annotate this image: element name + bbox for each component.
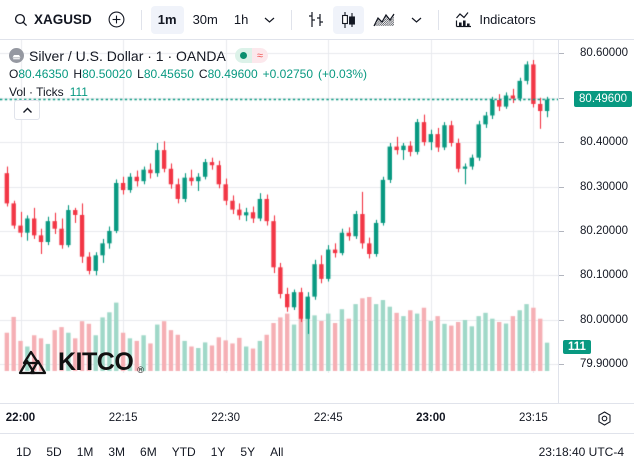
price-axis-tick xyxy=(559,142,564,144)
toolbar-divider-2 xyxy=(291,9,293,30)
range-button-ytd[interactable]: YTD xyxy=(166,442,202,462)
timeframe-label: 1m xyxy=(157,12,177,27)
range-button-1m[interactable]: 1M xyxy=(71,442,100,462)
chart-toolbar: XAGUSD 1m 30m 1h xyxy=(0,0,634,40)
time-axis-label: 22:00 xyxy=(5,412,36,424)
timeframe-1h-button[interactable]: 1h xyxy=(227,6,255,34)
indicators-label: Indicators xyxy=(479,12,536,27)
chart-footer: 1D 5D 1M 3M 6M YTD 1Y 5Y All 23:18:40 UTC-4 xyxy=(0,433,634,469)
chart-pane[interactable]: KITCO ® Silver / U.S. Dollar · 1 · OANDA xyxy=(0,40,558,403)
indicators-icon xyxy=(455,11,473,28)
timeframe-more-button[interactable] xyxy=(257,6,282,34)
price-axis-label: 80.20000 xyxy=(580,224,628,237)
range-button-5y[interactable]: 5Y xyxy=(234,442,261,462)
toolbar-divider-1 xyxy=(140,9,142,30)
range-button-5d[interactable]: 5D xyxy=(40,442,67,462)
chevron-down-icon xyxy=(411,16,422,24)
reset-chart-icon[interactable] xyxy=(597,411,612,426)
timeframe-label: 1h xyxy=(233,12,249,27)
timeframe-30m-button[interactable]: 30m xyxy=(186,6,225,34)
time-axis[interactable]: 22:00 22:15 22:30 22:45 23:00 23:15 xyxy=(0,403,634,433)
range-button-1y[interactable]: 1Y xyxy=(205,442,232,462)
price-axis-tick xyxy=(559,53,564,55)
price-axis-tick xyxy=(559,97,564,99)
add-symbol-button[interactable] xyxy=(101,6,132,34)
price-axis-tick xyxy=(559,186,564,188)
chevron-down-icon xyxy=(264,16,275,24)
symbol-search-button[interactable]: XAGUSD xyxy=(10,6,99,34)
symbol-label: XAGUSD xyxy=(34,12,92,27)
chart-type-more-button[interactable] xyxy=(404,6,429,34)
bar-style-button[interactable] xyxy=(301,6,331,34)
chart-body: KITCO ® Silver / U.S. Dollar · 1 · OANDA xyxy=(0,40,634,403)
time-axis-label: 22:15 xyxy=(108,412,138,424)
price-axis-tick xyxy=(559,364,564,366)
time-axis-label: 22:45 xyxy=(313,412,343,424)
plus-circle-icon xyxy=(108,11,125,28)
candlestick-icon xyxy=(340,11,357,29)
candlestick-style-button[interactable] xyxy=(333,5,365,34)
range-button-6m[interactable]: 6M xyxy=(134,442,163,462)
volume-badge[interactable]: 111 xyxy=(563,340,591,354)
candlestick-canvas[interactable] xyxy=(0,40,558,373)
indicators-button[interactable]: Indicators xyxy=(448,6,542,34)
price-axis-tick xyxy=(559,275,564,277)
bar-chart-icon xyxy=(308,11,324,28)
search-icon xyxy=(14,13,28,27)
price-axis-label: 80.00000 xyxy=(580,313,628,326)
price-axis-tick xyxy=(559,230,564,232)
timeframe-1m-button[interactable]: 1m xyxy=(150,5,184,34)
collapse-pane-button[interactable] xyxy=(14,100,40,120)
range-button-1d[interactable]: 1D xyxy=(10,442,37,462)
price-axis-tick xyxy=(559,319,564,321)
price-axis-label: 80.60000 xyxy=(580,47,628,60)
range-button-3m[interactable]: 3M xyxy=(102,442,131,462)
price-axis-label: 79.90000 xyxy=(580,358,628,371)
chevron-up-icon xyxy=(22,107,33,114)
range-selector: 1D 5D 1M 3M 6M YTD 1Y 5Y All xyxy=(10,442,289,462)
clock-label: 23:18:40 UTC-4 xyxy=(538,444,624,459)
price-axis[interactable]: 80.60000 80.40000 80.30000 80.20000 80.10000… xyxy=(558,40,634,403)
price-axis-label: 80.40000 xyxy=(580,136,628,149)
price-axis-label: 80.30000 xyxy=(580,180,628,193)
time-axis-label: 22:30 xyxy=(211,412,241,424)
time-axis-label: 23:15 xyxy=(518,412,548,424)
range-button-all[interactable]: All xyxy=(264,442,289,462)
current-price-badge[interactable]: 80.49600 xyxy=(574,91,632,108)
chart-type-button[interactable] xyxy=(366,6,402,34)
toolbar-divider-3 xyxy=(438,9,440,30)
price-axis-label: 80.10000 xyxy=(580,269,628,282)
timeframe-label: 30m xyxy=(192,12,218,27)
time-axis-label: 23:00 xyxy=(416,412,446,424)
area-chart-icon xyxy=(373,12,395,28)
